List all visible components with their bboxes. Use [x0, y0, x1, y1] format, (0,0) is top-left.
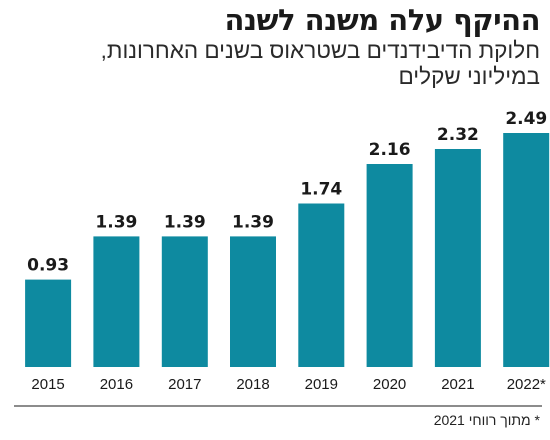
value-label-2020: 2.16	[369, 140, 411, 160]
value-label-2021: 2.32	[437, 125, 479, 145]
bar-2018	[230, 236, 276, 367]
bar-2021	[434, 149, 481, 367]
value-label-2018: 1.39	[232, 212, 274, 232]
subtitle-line-1: חלוקת הדיבידנדים בשטראוס בשנים האחרונות,	[100, 38, 540, 63]
tick-label-2016: 2016	[100, 376, 133, 393]
value-label-2019: 1.74	[300, 180, 342, 200]
bar-2016	[93, 236, 140, 367]
tick-label-2022: 2022*	[507, 376, 546, 393]
subtitle-line-2: במיליוני שקלים	[398, 64, 541, 89]
bar-2017	[161, 236, 208, 367]
bar-2019	[298, 203, 345, 367]
tick-label-2019: 2019	[305, 376, 338, 393]
bar-2020	[366, 164, 413, 367]
tick-labels-group: 2015 2016 2017 2018 2019 2020 2021 2022*	[31, 376, 546, 393]
value-label-2017: 1.39	[164, 212, 206, 232]
footnote: * מתוך רווחי 2021	[433, 412, 540, 428]
tick-label-2018: 2018	[236, 376, 269, 393]
value-label-2015: 0.93	[27, 256, 69, 276]
chart-title: ההיקף עלה משנה לשנה	[224, 3, 540, 37]
tick-label-2017: 2017	[168, 376, 201, 393]
value-labels-group: 0.93 1.39 1.39 1.39 1.74 2.16 2.32 2.49	[27, 109, 547, 276]
tick-label-2021: 2021	[441, 376, 474, 393]
tick-label-2015: 2015	[31, 376, 64, 393]
tick-label-2020: 2020	[373, 376, 406, 393]
bar-2015	[25, 279, 72, 367]
value-label-2016: 1.39	[95, 212, 137, 232]
value-label-2022: 2.49	[505, 109, 547, 129]
chart-subtitle: חלוקת הדיבידנדים בשטראוס בשנים האחרונות,…	[10, 38, 540, 90]
bars-group	[25, 133, 550, 367]
bar-2022	[503, 133, 550, 367]
